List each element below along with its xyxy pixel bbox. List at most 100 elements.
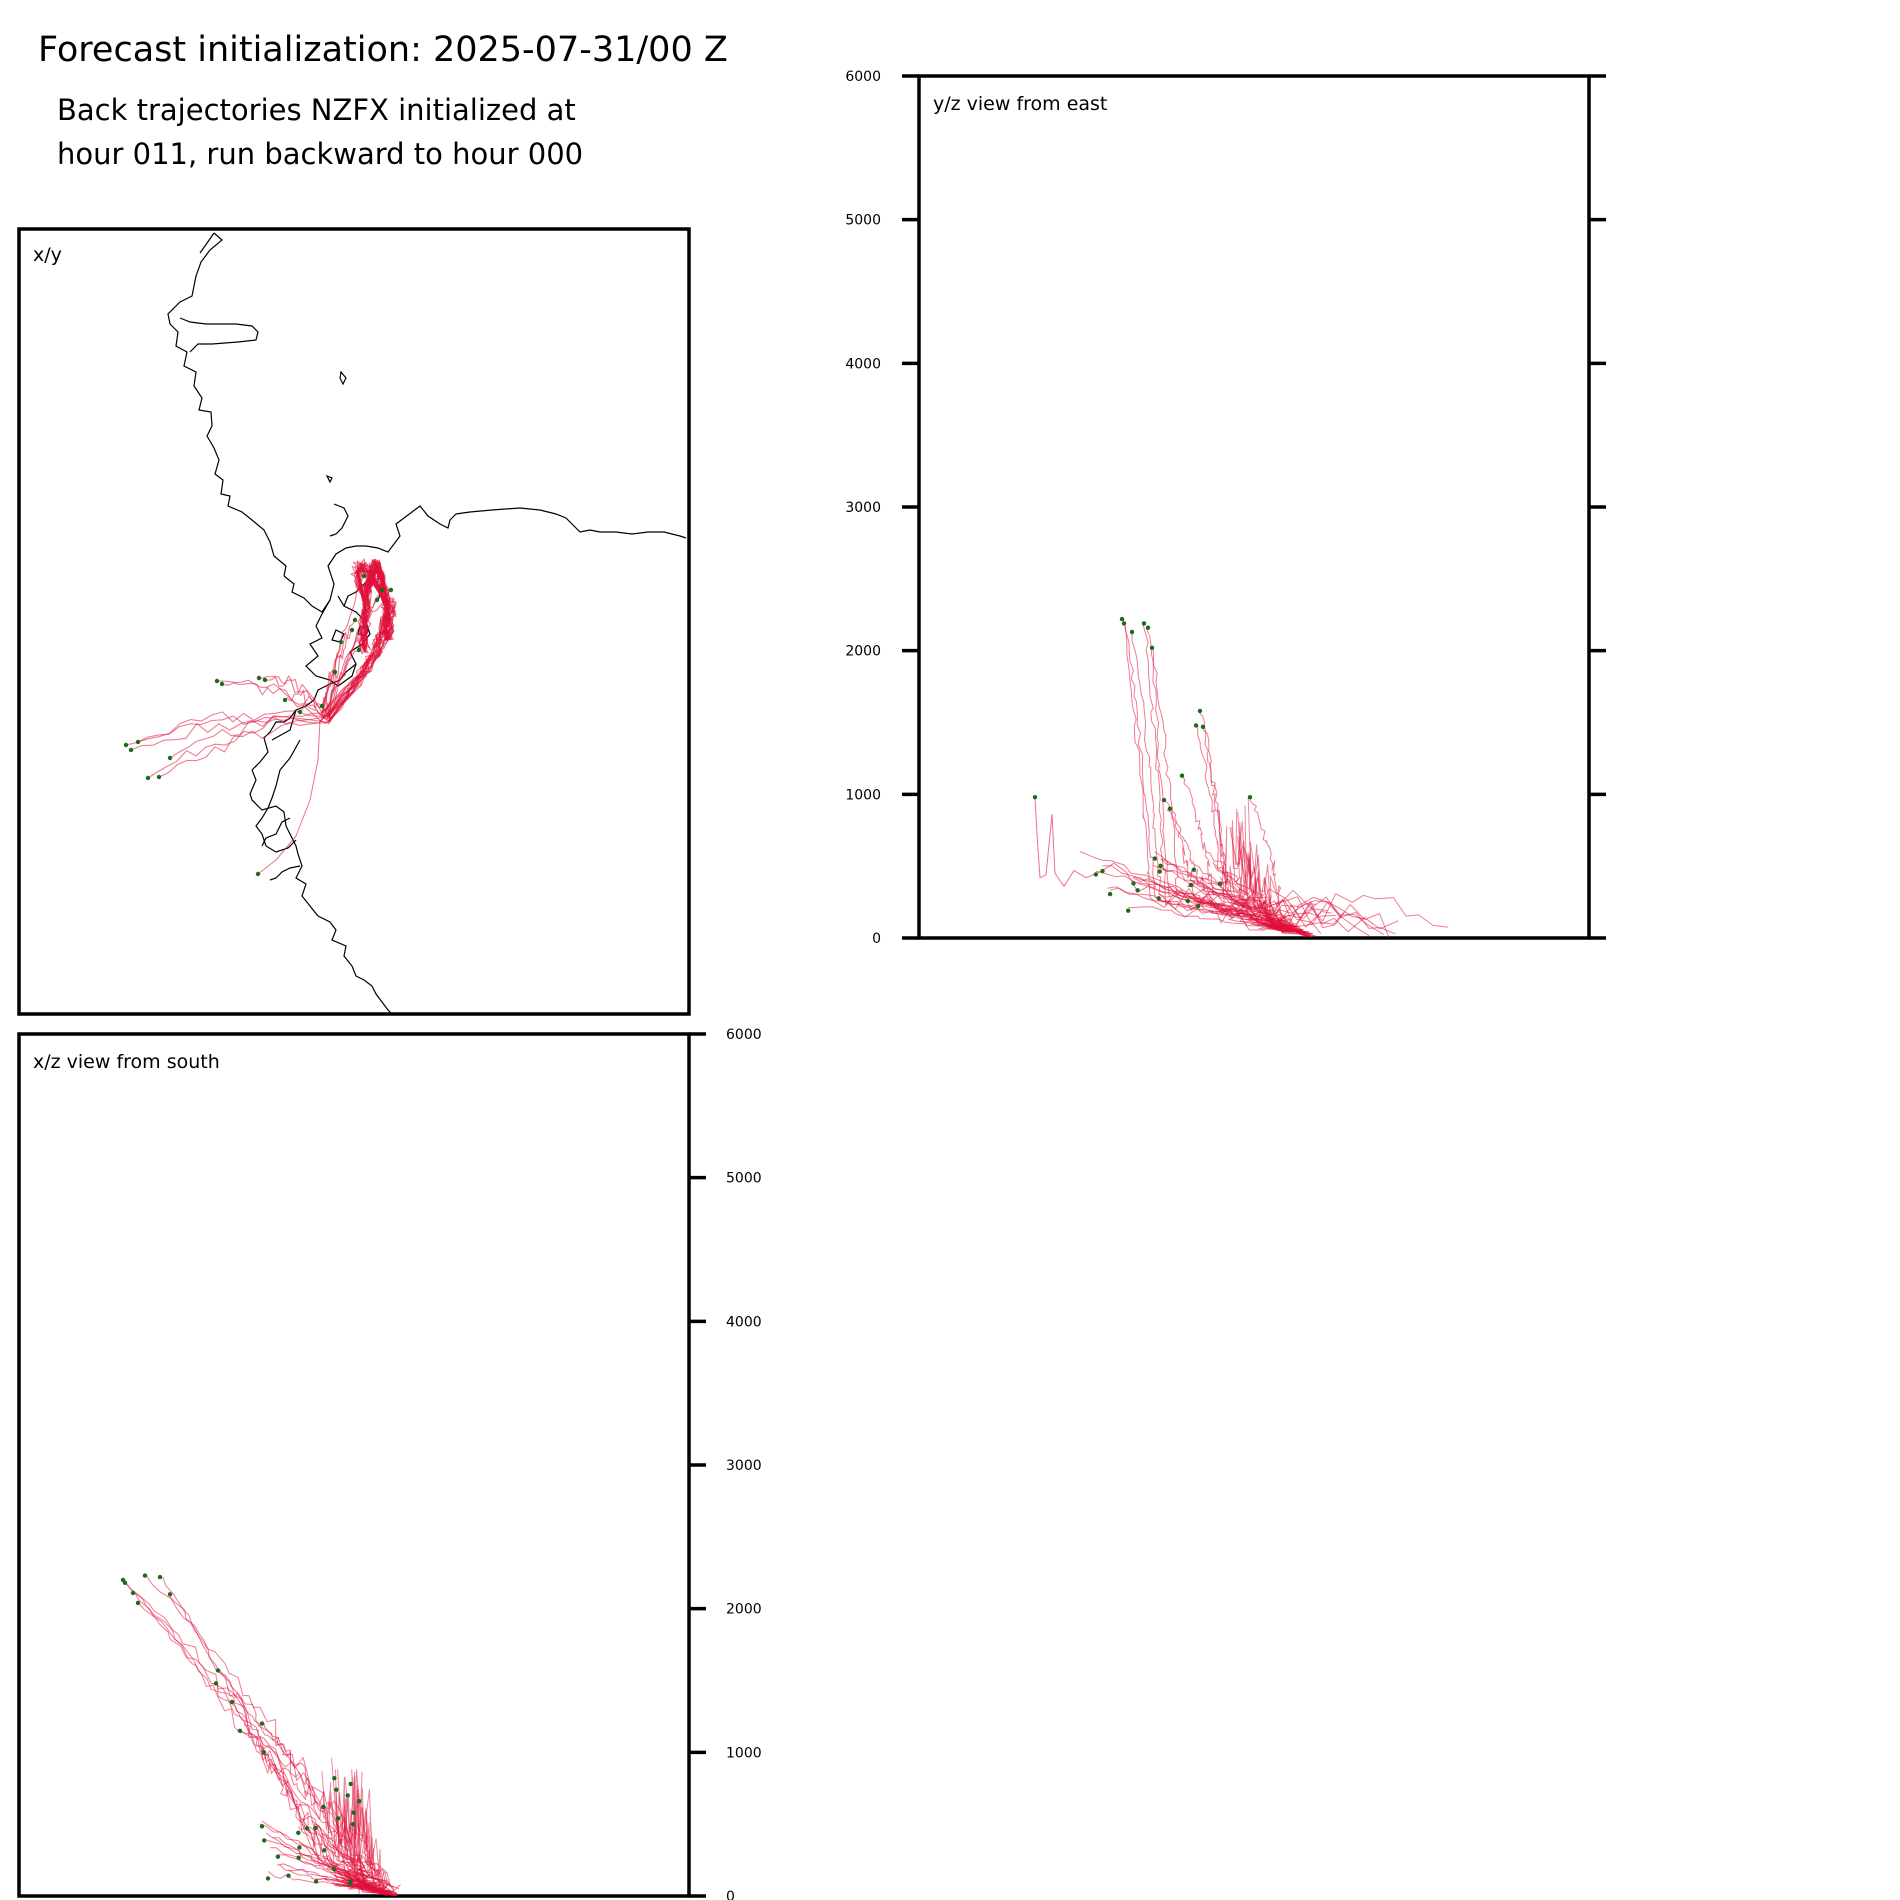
xy-start-point <box>297 709 303 715</box>
yz-panel: y/z view from east 0 1000 2000 3000 4000 5000… <box>845 69 1606 947</box>
xy-start-point <box>167 755 173 761</box>
yz-start-point <box>1188 882 1194 888</box>
yz-start-point <box>1032 795 1038 800</box>
xz-trajectory <box>334 1874 397 1897</box>
yz-trajectory <box>1249 796 1449 928</box>
xz-start-point <box>348 1781 353 1787</box>
yz-start-point <box>1217 881 1223 886</box>
xz-start-point <box>261 1750 267 1755</box>
yz-start-point <box>1157 869 1162 874</box>
xz-start-point <box>322 1848 327 1853</box>
xy-start-point <box>256 675 262 681</box>
xz-start-point <box>321 1804 326 1810</box>
xz-panel: x/z view from south 0 1000 2000 3000 4000 500… <box>17 1027 762 1900</box>
xz-start-point <box>296 1830 301 1836</box>
xy-start-point <box>361 573 367 579</box>
figure-subtitle: Back trajectories NZFX initialized at ho… <box>57 88 583 176</box>
xz-start-point <box>265 1876 271 1881</box>
yz-trajectory <box>1181 775 1385 936</box>
xz-start-point <box>130 1590 136 1596</box>
yz-trajectory <box>1128 906 1304 933</box>
xz-start-point <box>135 1600 141 1606</box>
xz-start-point <box>142 1573 148 1578</box>
xy-start-point <box>352 617 358 623</box>
yz-start-point <box>1145 625 1151 630</box>
xz-start-point <box>334 1787 339 1792</box>
xy-panel: x/y <box>17 227 691 1016</box>
xz-start-point <box>345 1793 350 1798</box>
yz-start-point <box>1247 795 1253 800</box>
xy-start-point <box>338 639 344 645</box>
ytick-label: 1000 <box>726 1745 762 1761</box>
yz-start-point <box>1185 898 1191 904</box>
yz-start-point <box>1149 645 1155 650</box>
yz-start-point <box>1197 708 1203 714</box>
ytick-label: 6000 <box>726 1027 762 1043</box>
xz-start-point <box>213 1681 219 1686</box>
xy-start-point <box>262 677 268 683</box>
yz-trajectory <box>1204 726 1399 930</box>
xz-start-point <box>286 1873 291 1878</box>
xy-trajectory <box>328 565 396 722</box>
yz-start-point <box>1126 908 1131 913</box>
xz-start-point <box>357 1799 362 1804</box>
yz-start-point <box>1200 724 1206 729</box>
xz-start-point <box>350 1822 356 1827</box>
yz-trajectory <box>1235 808 1277 927</box>
xz-axis: 0 1000 2000 3000 4000 5000 6000 <box>689 1027 762 1900</box>
xz-panel-title: x/z view from south <box>33 1051 220 1073</box>
xy-start-points <box>123 573 394 877</box>
yz-start-point <box>1179 773 1185 778</box>
xy-panel-frame <box>17 227 691 1016</box>
xz-trajectory <box>263 1723 398 1896</box>
xy-trajectory <box>362 559 392 647</box>
xz-start-point <box>262 1838 267 1843</box>
yz-start-point <box>1158 863 1163 868</box>
ytick-label: 0 <box>872 931 881 947</box>
xz-start-point <box>335 1816 341 1821</box>
xy-start-point <box>214 678 220 684</box>
xy-trajectory <box>257 719 321 875</box>
xz-start-points <box>120 1573 362 1886</box>
xy-trajectory <box>326 564 396 718</box>
yz-trajectory <box>1197 896 1306 933</box>
yz-trajectory <box>1123 623 1322 935</box>
yz-start-point <box>1191 867 1197 872</box>
xz-start-point <box>157 1574 163 1580</box>
ytick-label: 3000 <box>845 500 881 516</box>
xy-start-point <box>156 774 162 780</box>
ytick-label: 6000 <box>845 69 881 85</box>
yz-start-point <box>1107 891 1113 897</box>
xz-start-point <box>259 1721 265 1726</box>
xz-start-point <box>313 1879 319 1884</box>
xy-start-point <box>135 739 141 745</box>
yz-panel-frame <box>917 74 1591 940</box>
xz-start-point <box>297 1845 302 1850</box>
xz-start-point <box>275 1854 281 1859</box>
ytick-label: 5000 <box>726 1171 762 1187</box>
figure-title: Forecast initialization: 2025-07-31/00 Z <box>38 30 728 70</box>
yz-trajectory <box>1237 812 1283 927</box>
xy-start-point <box>219 681 225 687</box>
xz-start-point <box>167 1592 173 1597</box>
yz-start-points <box>1032 616 1253 913</box>
xy-start-point <box>349 627 355 633</box>
xz-start-point <box>122 1580 128 1586</box>
xy-trajectories <box>125 558 397 875</box>
yz-start-point <box>1131 881 1136 886</box>
xy-trajectory <box>360 566 390 649</box>
xz-trajectory <box>167 1593 363 1890</box>
yz-start-point <box>1100 868 1105 874</box>
xz-start-point <box>296 1855 301 1860</box>
yz-trajectory <box>1142 623 1332 931</box>
xy-start-point <box>145 775 151 781</box>
yz-axis: 0 1000 2000 3000 4000 5000 6000 <box>845 69 1606 947</box>
xz-start-point <box>351 1810 356 1815</box>
xy-start-point <box>332 669 338 675</box>
yz-start-point <box>1152 856 1158 861</box>
yz-start-point <box>1156 896 1161 901</box>
xz-start-point <box>348 1879 353 1884</box>
yz-start-point <box>1161 797 1167 803</box>
yz-trajectory <box>1132 877 1294 933</box>
